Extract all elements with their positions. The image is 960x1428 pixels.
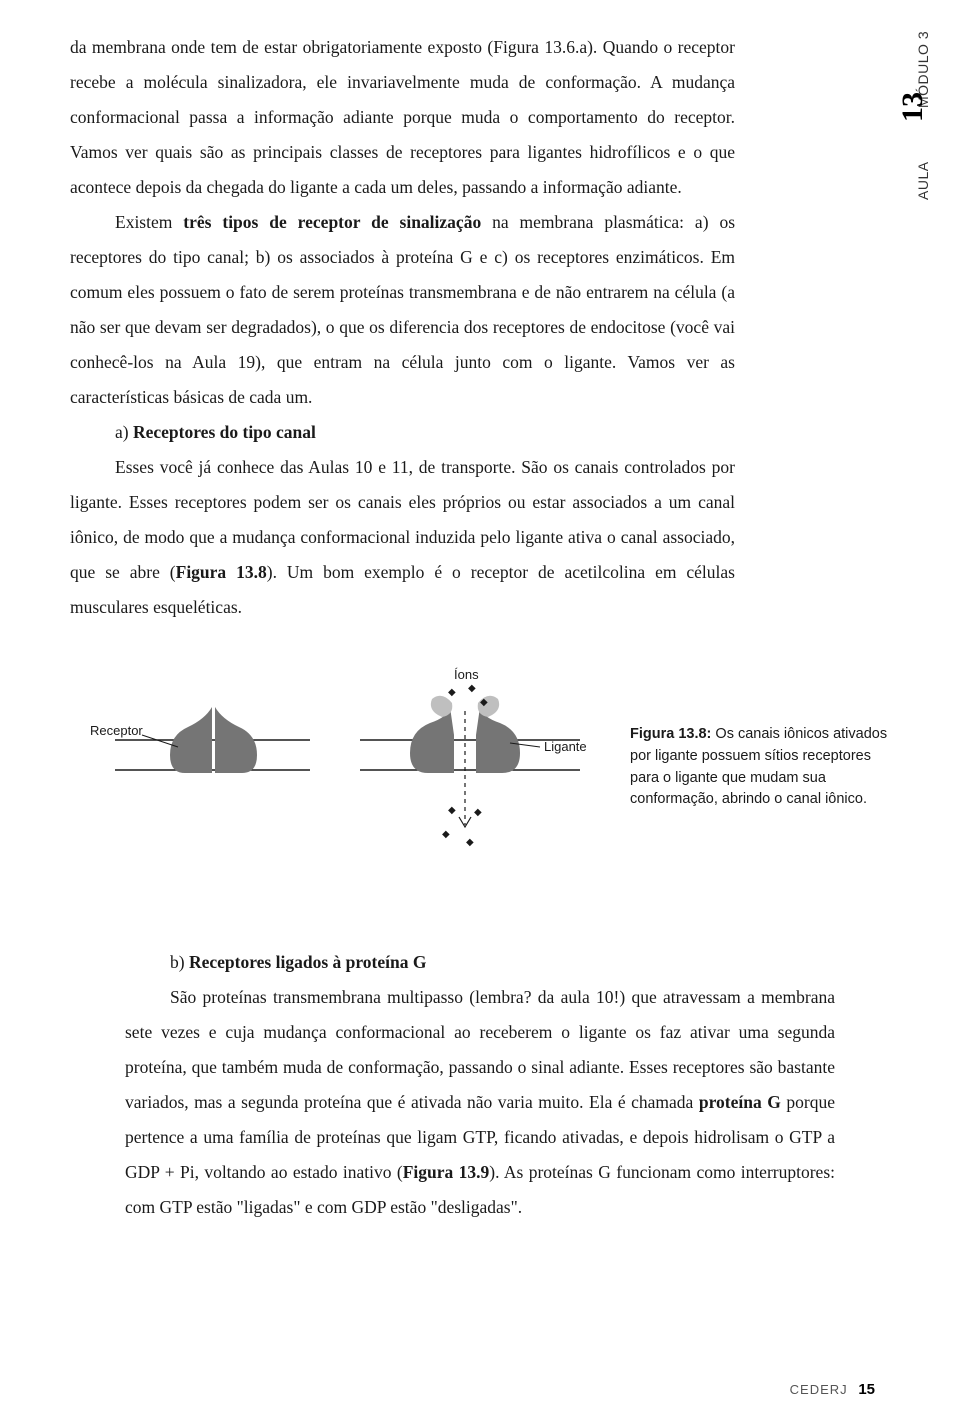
paragraph-2: Existem três tipos de receptor de sinali… [70, 205, 735, 415]
figure-svg-wrap: Receptor Íons ◆ [70, 665, 610, 870]
paragraph-3: a) Receptores do tipo canal [70, 415, 735, 450]
closed-receptor-group: Receptor [90, 707, 310, 773]
svg-text:◆: ◆ [448, 805, 456, 816]
aula-text: AULA [915, 161, 931, 200]
svg-text:◆: ◆ [468, 683, 476, 694]
p3-pre: a) [115, 422, 133, 442]
channel-diagram-svg: Receptor Íons ◆ [70, 665, 610, 865]
sb-p1-bold: Receptores ligados à proteína G [189, 952, 427, 972]
sb-p1-pre: b) [170, 952, 189, 972]
sb-p2-bold: proteína G [699, 1092, 781, 1112]
svg-text:◆: ◆ [442, 829, 450, 840]
figure-13-8: Receptor Íons ◆ [70, 665, 875, 870]
section-b-block: b) Receptores ligados à proteína G São p… [70, 945, 835, 1225]
receptor-label: Receptor [90, 723, 143, 738]
footer-page: 15 [858, 1381, 875, 1398]
p4-bold: Figura 13.8 [176, 562, 267, 582]
svg-text:◆: ◆ [466, 837, 474, 848]
svg-text:◆: ◆ [448, 687, 456, 698]
side-module-label: MÓDULO 3 13 AULA [895, 0, 925, 220]
ligante-label: Ligante [544, 739, 587, 754]
p2-post: na membrana plasmática: a) os receptores… [70, 212, 735, 407]
paragraph-1: da membrana onde tem de estar obrigatori… [70, 30, 735, 205]
figure-caption: Figura 13.8: Os canais iônicos ativados … [630, 724, 895, 811]
section-b-p1: b) Receptores ligados à proteína G [125, 945, 835, 980]
svg-text:◆: ◆ [474, 807, 482, 818]
footer-brand: CEDERJ [790, 1382, 848, 1397]
p2-bold: três tipos de receptor de sinalização [183, 212, 481, 232]
p2-pre: Existem [115, 212, 183, 232]
p3-bold: Receptores do tipo canal [133, 422, 316, 442]
aula-number: 13 [896, 92, 930, 122]
main-text-block: da membrana onde tem de estar obrigatori… [70, 30, 735, 625]
paragraph-4: Esses você já conhece das Aulas 10 e 11,… [70, 450, 735, 625]
svg-text:◆: ◆ [480, 697, 488, 708]
page-footer: CEDERJ 15 [790, 1381, 875, 1398]
sb-p2-bold2: Figura 13.9 [403, 1162, 490, 1182]
ions-label: Íons [454, 667, 479, 682]
open-receptor-group: Íons ◆ ◆ ◆ ◆ ◆ ◆ ◆ Ligante [360, 667, 587, 848]
section-b-p2: São proteínas transmembrana multipasso (… [125, 980, 835, 1225]
figure-caption-bold: Figura 13.8: [630, 726, 711, 742]
